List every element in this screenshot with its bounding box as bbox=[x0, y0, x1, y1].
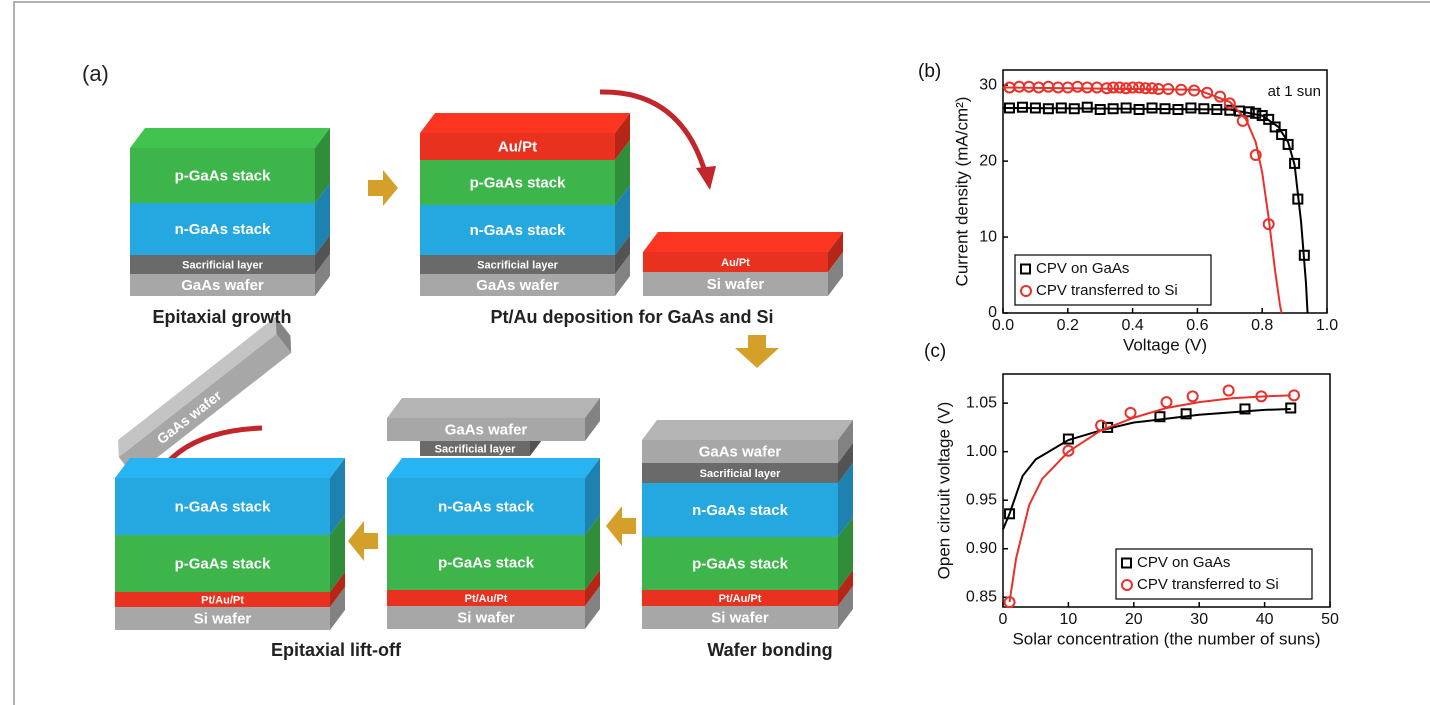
marker bbox=[1186, 103, 1195, 112]
tilted-wafer: GaAs wafer bbox=[110, 317, 299, 476]
y-tick-label: 20 bbox=[979, 152, 997, 169]
layer-label: n-GaAs stack bbox=[175, 221, 272, 238]
step-caption: Pt/Au deposition for GaAs and Si bbox=[490, 307, 773, 327]
step-caption: Epitaxial lift-off bbox=[271, 640, 402, 660]
layer-label: p-GaAs stack bbox=[470, 174, 567, 191]
x-tick-label: 20 bbox=[1125, 611, 1143, 628]
layer-block: GaAs wafer Sacrificial layer n-GaAs stack p… bbox=[642, 420, 853, 629]
layer-block: n-GaAs stack p-GaAs stack Pt/Au/Pt Si wafer bbox=[115, 458, 345, 630]
marker bbox=[1096, 420, 1106, 430]
flip-arrow-head bbox=[696, 166, 716, 190]
process-arrow bbox=[606, 506, 636, 546]
marker bbox=[1224, 386, 1234, 396]
layer-label: n-GaAs stack bbox=[470, 222, 567, 239]
y-tick-label: 0.95 bbox=[966, 491, 997, 508]
marker bbox=[1225, 98, 1235, 108]
x-axis-title: Solar concentration (the number of suns) bbox=[1012, 629, 1320, 648]
x-tick-label: 0.8 bbox=[1251, 317, 1273, 334]
x-tick-label: 0.4 bbox=[1121, 317, 1143, 334]
marker bbox=[1043, 82, 1053, 92]
layer-block: Au/Pt Si wafer bbox=[643, 232, 843, 296]
block-top bbox=[387, 458, 600, 478]
x-tick-label: 30 bbox=[1190, 611, 1208, 628]
y-tick-label: 0.85 bbox=[966, 589, 997, 606]
layer-label: p-GaAs stack bbox=[175, 555, 272, 572]
marker bbox=[1073, 82, 1083, 92]
panel-label: (c) bbox=[924, 341, 946, 362]
layer-label: Pt/Au/Pt bbox=[719, 593, 762, 605]
layer-label: Au/Pt bbox=[498, 138, 537, 155]
wafer-top bbox=[110, 317, 284, 457]
layer-label: GaAs wafer bbox=[476, 277, 559, 294]
y-tick-label: 30 bbox=[979, 76, 997, 93]
block-top bbox=[643, 232, 843, 252]
layer-block: p-GaAs stack n-GaAs stack Sacrificial laye… bbox=[130, 128, 330, 296]
y-tick-label: 0.90 bbox=[966, 540, 997, 557]
annotation: at 1 sun bbox=[1268, 83, 1321, 100]
fit-line bbox=[1003, 409, 1291, 529]
x-axis-title: Voltage (V) bbox=[1123, 335, 1207, 354]
legend-label: CPV on GaAs bbox=[1036, 260, 1129, 277]
layer-label: Si wafer bbox=[711, 609, 769, 626]
layer-label: Si wafer bbox=[707, 276, 765, 293]
x-tick-label: 0.2 bbox=[1057, 317, 1079, 334]
block-top bbox=[387, 398, 600, 418]
layer-label: n-GaAs stack bbox=[175, 498, 272, 515]
layer-label: GaAs wafer bbox=[181, 277, 264, 294]
x-tick-label: 10 bbox=[1060, 611, 1078, 628]
marker bbox=[1188, 391, 1198, 401]
layer-label: p-GaAs stack bbox=[438, 554, 535, 571]
legend-label: CPV transferred to Si bbox=[1036, 282, 1178, 299]
layer-label: Si wafer bbox=[457, 609, 515, 626]
layer-label: Sacrificial layer bbox=[435, 443, 516, 455]
y-axis-title: Current density (mA/cm²) bbox=[952, 97, 971, 287]
layer-block: GaAs wafer bbox=[387, 398, 600, 441]
x-tick-label: 0 bbox=[999, 611, 1008, 628]
y-tick-label: 1.00 bbox=[966, 443, 997, 460]
marker bbox=[1024, 82, 1034, 92]
block-top bbox=[642, 420, 853, 440]
layer-label: Sacrificial layer bbox=[477, 259, 558, 271]
block-top bbox=[130, 128, 330, 148]
legend-label: CPV on GaAs bbox=[1137, 554, 1230, 571]
layer-label: Si wafer bbox=[194, 610, 252, 627]
y-tick-label: 10 bbox=[979, 228, 997, 245]
marker bbox=[1083, 103, 1092, 112]
panel-label: (b) bbox=[918, 61, 941, 82]
x-tick-label: 40 bbox=[1256, 611, 1274, 628]
layer-label: Pt/Au/Pt bbox=[465, 593, 508, 605]
marker bbox=[1092, 82, 1102, 92]
y-axis-title: Open circuit voltage (V) bbox=[934, 402, 953, 580]
layer-label: GaAs wafer bbox=[699, 443, 782, 460]
process-arrow bbox=[348, 521, 378, 561]
block-top bbox=[420, 113, 630, 133]
layer-label: Sacrificial layer bbox=[700, 468, 781, 480]
layer-label: Sacrificial layer bbox=[182, 259, 263, 271]
layer-label: Pt/Au/Pt bbox=[201, 594, 244, 606]
x-tick-label: 0.6 bbox=[1186, 317, 1208, 334]
marker bbox=[1162, 397, 1172, 407]
x-tick-label: 50 bbox=[1321, 611, 1339, 628]
x-tick-label: 1.0 bbox=[1316, 317, 1338, 334]
layer-label: Au/Pt bbox=[721, 257, 750, 269]
layer-block: Au/Pt p-GaAs stack n-GaAs stack Sacrificial… bbox=[420, 113, 630, 296]
y-tick-label: 0 bbox=[988, 304, 997, 321]
y-tick-label: 1.05 bbox=[966, 394, 997, 411]
process-arrow bbox=[368, 170, 398, 206]
layer-label: n-GaAs stack bbox=[438, 498, 535, 515]
block-top bbox=[115, 458, 345, 478]
legend-label: CPV transferred to Si bbox=[1137, 576, 1279, 593]
step-caption: Epitaxial growth bbox=[152, 307, 291, 327]
layer-label: n-GaAs stack bbox=[692, 502, 789, 519]
figure: (a) GaAs wafer Epitaxial growth Pt/Au de… bbox=[0, 0, 1430, 705]
process-arrow bbox=[735, 335, 779, 368]
panel-label: (a) bbox=[82, 61, 109, 86]
layer-block: n-GaAs stack p-GaAs stack Pt/Au/Pt Si wafer bbox=[387, 458, 600, 629]
layer-label: p-GaAs stack bbox=[175, 167, 272, 184]
marker bbox=[1286, 403, 1295, 412]
layer-label: p-GaAs stack bbox=[692, 555, 789, 572]
marker bbox=[1126, 408, 1136, 418]
step-caption: Wafer bonding bbox=[707, 640, 832, 660]
layer-label: GaAs wafer bbox=[445, 421, 528, 438]
